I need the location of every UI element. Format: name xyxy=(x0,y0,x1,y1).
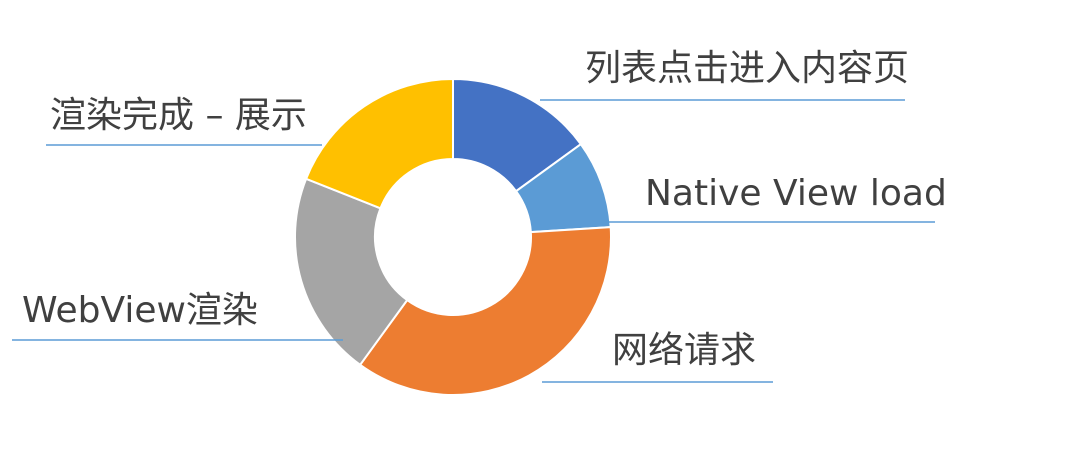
label-native-view-load: Native View load xyxy=(645,173,947,214)
slice-webview xyxy=(294,177,409,367)
label-item-3: 网络请求 xyxy=(612,330,756,371)
labels-group: 列表点击进入内容页 Native View load 网络请求 WebView渲染 渲染… xyxy=(22,48,947,371)
slice-item-3 xyxy=(358,226,612,396)
label-item-1: 列表点击进入内容页 xyxy=(585,48,909,89)
slice-item-5 xyxy=(304,77,454,210)
slices-group xyxy=(294,77,612,396)
leader-lines-group xyxy=(12,99,935,383)
label-webview: WebView渲染 xyxy=(22,290,258,331)
label-item-5: 渲染完成 – 展示 xyxy=(50,95,307,136)
slice-item-1 xyxy=(452,77,583,193)
